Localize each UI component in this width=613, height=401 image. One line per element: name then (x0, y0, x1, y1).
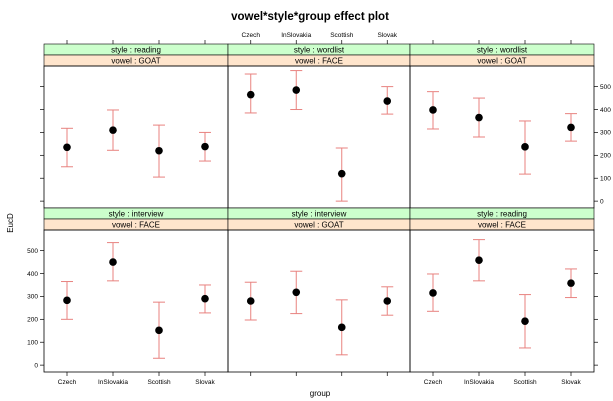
x-axis-label: group (310, 389, 331, 398)
effect-point (337, 169, 346, 178)
effect-point (567, 123, 575, 132)
effect-point (109, 126, 117, 134)
effect-point (155, 146, 163, 155)
effect-point (63, 296, 71, 305)
y-tick-label: 0 (34, 362, 38, 369)
x-tick-label: Czech (58, 379, 77, 386)
effect-point (201, 142, 209, 151)
effect-point (475, 113, 483, 122)
x-tick-label-top: Scottish (330, 32, 354, 39)
panel-top-2: style : wordlist vowel : FACE (227, 43, 411, 209)
panel-top-1: style : reading vowel : GOAT (43, 43, 229, 209)
effect-point (567, 279, 575, 287)
effect-point (246, 90, 255, 99)
strip-style-label: style : wordlist (294, 46, 345, 55)
strip-vowel-label: vowel : GOAT (294, 221, 343, 230)
effect-point (292, 86, 301, 94)
y-tick-label-right: 500 (600, 84, 611, 91)
strip-vowel-label: vowel : FACE (295, 57, 343, 66)
x-tick-label: Slovak (561, 379, 581, 386)
x-tick-label-top: Czech (242, 32, 261, 39)
strip-vowel-label: vowel : FACE (478, 221, 526, 230)
panel-bottom-3: style : reading vowel : FACE (409, 207, 595, 373)
strip-style-label: style : reading (111, 46, 161, 55)
y-tick-label: 300 (27, 294, 38, 301)
effect-point (63, 143, 71, 152)
panel-frame (43, 65, 229, 209)
x-tick-label: Scottish (147, 379, 171, 386)
strip-vowel-label: vowel : GOAT (111, 57, 160, 66)
effect-point (475, 256, 483, 265)
y-axis-label: EucD (6, 213, 15, 233)
strip-style-label: style : interview (292, 210, 347, 219)
y-tick-label: 500 (27, 248, 38, 255)
panel-frame (43, 229, 229, 373)
effect-point (337, 323, 346, 332)
x-tick-label-top: Slovak (377, 32, 397, 39)
effect-point (429, 289, 437, 297)
chart-title: vowel*style*group effect plot (231, 11, 389, 23)
effect-point (109, 258, 117, 266)
y-tick-label-right: 100 (600, 176, 611, 183)
effect-point (292, 288, 301, 297)
strip-style-label: style : wordlist (477, 46, 528, 55)
panel-frame (409, 229, 595, 373)
effect-point (246, 297, 255, 305)
panel-frame (227, 65, 411, 209)
x-tick-label-top: InSlovakia (281, 32, 311, 39)
y-tick-label-right: 400 (600, 107, 611, 114)
strip-vowel-label: vowel : FACE (112, 221, 160, 230)
effect-point (521, 143, 529, 151)
axes: Czech InSlovakia Scottish Slovak 0 100 200 300 4… (27, 32, 611, 386)
x-tick-label: Czech (424, 379, 443, 386)
x-tick-label: InSlovakia (464, 379, 494, 386)
effect-point (155, 326, 163, 335)
x-tick-label: Slovak (195, 379, 215, 386)
effect-point (429, 106, 437, 114)
x-tick-label: Scottish (513, 379, 537, 386)
x-tick-label: InSlovakia (98, 379, 128, 386)
effect-point (201, 294, 209, 303)
y-tick-label-right: 200 (600, 153, 611, 160)
effect-point (383, 297, 392, 305)
y-tick-label-right: 300 (600, 130, 611, 137)
y-tick-label: 400 (27, 271, 38, 278)
strip-vowel-label: vowel : GOAT (477, 57, 526, 66)
effect-point (521, 317, 529, 325)
y-tick-label: 100 (27, 340, 38, 347)
strip-style-label: style : reading (477, 210, 527, 219)
y-tick-label-right: 0 (600, 198, 604, 205)
panel-bottom-1: style : interview vowel : FACE (43, 207, 229, 373)
panel-bottom-2: style : interview vowel : GOAT (227, 207, 411, 373)
panel-top-3: style : wordlist vowel : GOAT (409, 43, 595, 209)
strip-style-label: style : interview (109, 210, 164, 219)
y-tick-label: 200 (27, 317, 38, 324)
panel-frame (409, 65, 595, 209)
panel-frame (227, 229, 411, 373)
effect-point (383, 97, 392, 105)
